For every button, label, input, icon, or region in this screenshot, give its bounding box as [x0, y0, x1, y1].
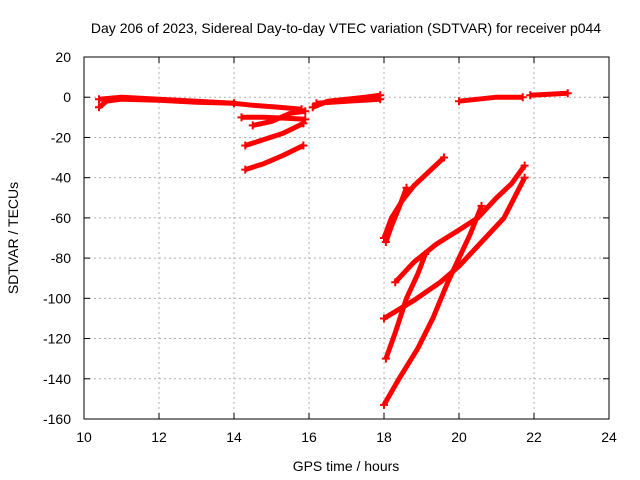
series-arc-13 — [393, 164, 527, 284]
x-tick-label: 10 — [76, 429, 92, 445]
series-layer — [95, 89, 572, 409]
x-tick-label: 14 — [226, 429, 242, 445]
series-point-marker — [95, 95, 103, 104]
y-tick-label: 20 — [55, 49, 71, 65]
x-tick-label: 20 — [451, 429, 467, 445]
x-axis-label: GPS time / hours — [293, 458, 400, 474]
series-point-marker — [380, 400, 388, 409]
series-point-marker — [237, 113, 246, 122]
series-point-marker — [526, 91, 535, 100]
y-axis-label: SDTVAR / TECUs — [5, 182, 21, 294]
series-arc-11 — [381, 155, 446, 239]
series-arc-4 — [252, 108, 306, 128]
series-point-marker — [248, 121, 257, 130]
series-arc-14 — [382, 176, 527, 321]
series-point-marker — [520, 161, 529, 170]
series-point-marker — [563, 89, 572, 98]
series-arc-5 — [244, 121, 305, 148]
series-point-marker — [301, 115, 310, 124]
y-tick-label: -20 — [51, 129, 71, 145]
series-point-marker — [402, 183, 411, 192]
series-point-marker — [421, 250, 430, 259]
series-point-marker — [308, 103, 317, 112]
series-point-marker — [440, 153, 448, 162]
series-point-marker — [299, 141, 308, 150]
series-point-marker — [520, 173, 529, 182]
series-point-marker — [241, 165, 250, 174]
y-tick-label: -100 — [43, 290, 71, 306]
y-tick-label: -140 — [43, 371, 71, 387]
series-arc-9 — [458, 94, 523, 104]
ticks-layer — [83, 56, 610, 420]
series-arc-15 — [381, 204, 484, 407]
series-arc-12 — [383, 186, 409, 243]
series-point-marker — [477, 201, 486, 210]
series-arc-6 — [244, 143, 305, 172]
series-point-marker — [241, 141, 250, 150]
y-tick-label: 0 — [63, 89, 71, 105]
series-point-marker — [376, 95, 385, 104]
y-tick-label: -120 — [43, 331, 71, 347]
series-point-marker — [391, 278, 400, 287]
series-point-marker — [299, 119, 308, 128]
series-point-marker — [380, 314, 388, 323]
chart-title: Day 206 of 2023, Sidereal Day-to-day VTE… — [91, 20, 601, 36]
grid-layer — [84, 57, 609, 419]
y-tick-label: -60 — [51, 210, 71, 226]
x-tick-label: 22 — [526, 429, 542, 445]
x-tick-label: 16 — [301, 429, 317, 445]
series-point-marker — [95, 103, 103, 112]
series-arc-8 — [316, 96, 381, 106]
series-point-marker — [381, 354, 390, 363]
series-arc-10 — [530, 90, 568, 98]
x-tick-label: 24 — [601, 429, 617, 445]
series-point-marker — [455, 97, 463, 106]
series-arc-2 — [97, 96, 235, 110]
y-tick-label: -40 — [51, 170, 71, 186]
plot-frame — [83, 56, 610, 420]
x-tick-labels: 10 12 14 16 18 20 22 24 — [76, 429, 617, 445]
y-tick-label: -160 — [43, 411, 71, 427]
series-point-marker — [381, 238, 390, 247]
series-point-marker — [301, 107, 310, 116]
y-tick-label: -80 — [51, 250, 71, 266]
series-point-marker — [518, 93, 527, 102]
series-arc-16 — [383, 253, 428, 360]
x-tick-label: 18 — [376, 429, 392, 445]
series-point-marker — [312, 99, 321, 108]
x-tick-label: 12 — [151, 429, 167, 445]
y-tick-labels: 20 0 -20 -40 -60 -80 -100 -120 -140 -160 — [43, 49, 71, 427]
series-point-marker — [230, 99, 238, 108]
